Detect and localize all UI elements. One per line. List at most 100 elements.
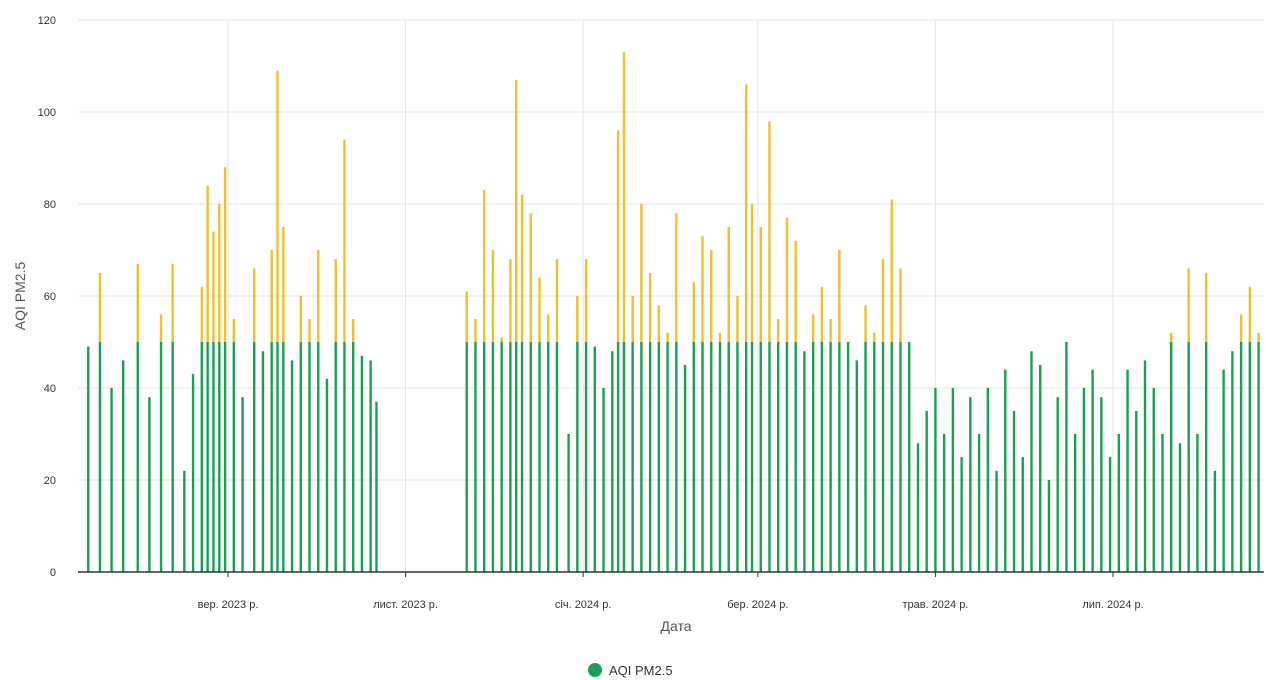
bar-good	[777, 342, 780, 572]
bar-good	[1170, 342, 1173, 572]
bar-good	[232, 342, 236, 572]
bar-moderate	[864, 305, 867, 342]
bar-good	[555, 342, 559, 572]
bar-moderate	[270, 250, 273, 342]
bar-moderate	[759, 227, 762, 342]
bar-good	[710, 342, 713, 572]
bar-moderate	[890, 199, 893, 342]
bar-moderate	[666, 332, 669, 342]
bar-good	[136, 342, 139, 572]
bar	[1108, 457, 1112, 572]
bar	[1100, 397, 1103, 572]
bar-good	[171, 342, 174, 572]
bar-good	[675, 342, 678, 572]
bar	[290, 360, 294, 572]
bar-moderate	[736, 296, 739, 342]
legend-label: AQI PM2.5	[609, 663, 673, 678]
bar-moderate	[576, 296, 579, 342]
bar	[183, 470, 186, 572]
bar	[942, 434, 946, 572]
bar	[369, 360, 372, 572]
bar	[1065, 342, 1068, 572]
x-axis-title: Дата	[660, 618, 691, 634]
bar	[1152, 388, 1155, 572]
bar-moderate	[308, 319, 311, 342]
bar-good	[736, 342, 739, 572]
bar	[1091, 369, 1094, 572]
bar-moderate	[692, 282, 695, 342]
bar	[567, 434, 570, 572]
bar-moderate	[794, 240, 797, 342]
bar-good	[744, 342, 748, 572]
bar-good	[616, 342, 620, 572]
y-tick-label: 100	[38, 107, 56, 119]
bar-moderate	[701, 236, 704, 342]
bar-good	[1204, 342, 1208, 572]
x-tick-label: лист. 2023 р.	[373, 599, 438, 611]
bar-good	[520, 342, 524, 572]
bar-moderate	[334, 259, 337, 342]
bar-good	[692, 342, 695, 572]
bar-moderate	[529, 213, 532, 342]
bar-good	[890, 342, 893, 572]
bar-good	[640, 342, 643, 572]
bar-good	[482, 342, 486, 572]
x-tick-label: січ. 2024 р.	[555, 599, 612, 611]
bar	[1143, 360, 1147, 572]
x-tick-label: вер. 2023 р.	[198, 599, 259, 611]
bar-good	[491, 342, 495, 572]
bar-good	[98, 342, 102, 572]
bar-good	[218, 342, 221, 572]
bar-good	[864, 342, 867, 572]
bar-moderate	[282, 227, 285, 342]
bar	[1213, 470, 1217, 572]
bar-moderate	[881, 259, 885, 342]
bar-moderate	[351, 319, 355, 342]
bar-good	[500, 342, 503, 572]
x-tick-label: лип. 2024 р.	[1082, 599, 1143, 611]
bar	[925, 411, 928, 572]
bar	[934, 388, 937, 572]
bar-moderate	[1170, 332, 1173, 342]
bar	[1056, 397, 1059, 572]
x-tick-labels: вер. 2023 р. лист. 2023 р. січ. 2024 р. бер…	[198, 599, 1144, 611]
bar	[986, 388, 990, 572]
bar-moderate	[515, 79, 518, 343]
bar	[960, 457, 963, 572]
bar-moderate	[200, 286, 203, 342]
bar-moderate	[491, 250, 495, 342]
bar-good	[622, 342, 626, 572]
grid-layer	[78, 19, 1264, 577]
bar-moderate	[136, 263, 139, 342]
bar	[261, 351, 265, 572]
y-tick-label: 60	[44, 291, 56, 303]
bar-moderate	[811, 314, 815, 342]
bar-good	[829, 342, 832, 572]
bar-moderate	[1257, 332, 1260, 342]
bar-moderate	[616, 130, 620, 342]
bar-moderate	[159, 314, 163, 342]
bar	[611, 351, 614, 572]
bar-good	[666, 342, 669, 572]
bar-good	[465, 342, 468, 572]
bar-good	[750, 342, 754, 572]
bar	[1222, 369, 1225, 572]
bars-layer	[87, 52, 1260, 572]
bar	[1047, 480, 1051, 572]
bar-good	[351, 342, 355, 572]
legend[interactable]: AQI PM2.5	[588, 663, 673, 678]
bar	[1161, 434, 1164, 572]
bar-moderate	[873, 332, 876, 342]
bar-good	[794, 342, 797, 572]
bar	[1135, 411, 1138, 572]
y-tick-label: 0	[50, 567, 56, 579]
y-tick-label: 20	[44, 475, 56, 487]
bar-moderate	[631, 296, 634, 342]
bar-good	[159, 342, 163, 572]
bar-good	[212, 342, 215, 572]
bar-moderate	[675, 213, 678, 342]
bar	[803, 351, 806, 572]
bar	[683, 365, 687, 572]
